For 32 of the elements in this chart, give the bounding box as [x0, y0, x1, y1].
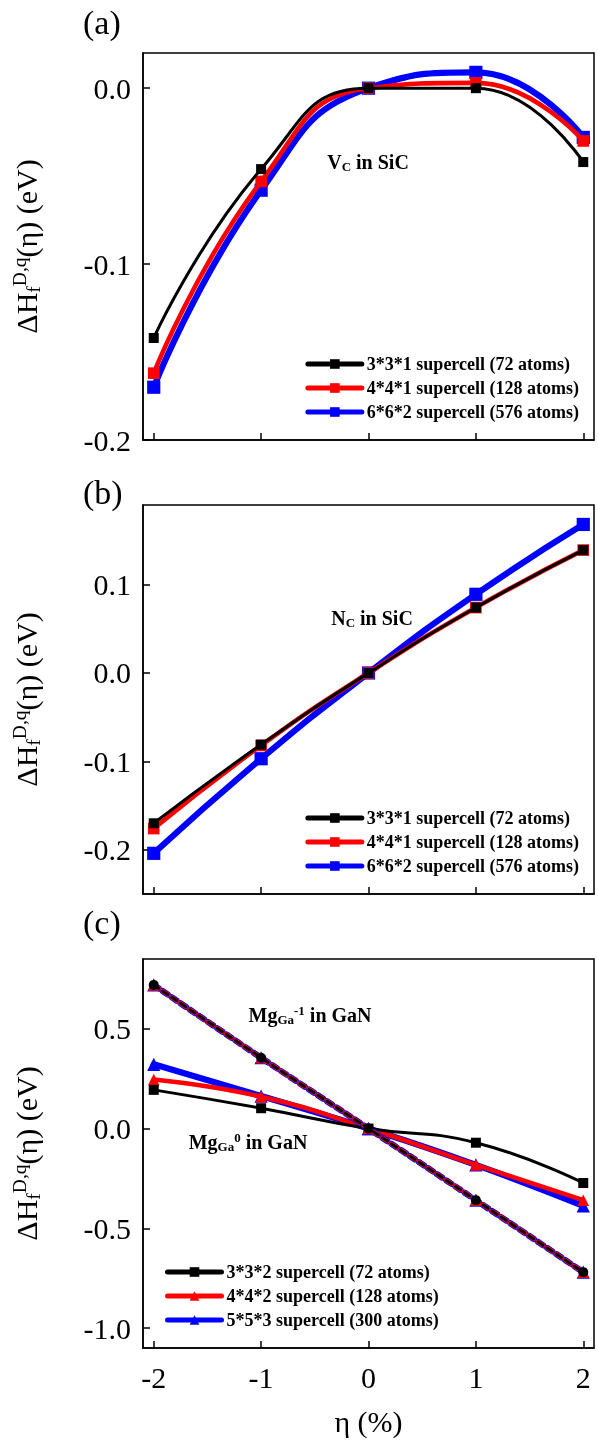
x-tick-label: 0 — [361, 1360, 376, 1394]
y-tick-label: -0.1 — [83, 247, 131, 281]
y-tick-label: -0.2 — [83, 423, 131, 457]
y-tick-label: -1.0 — [83, 1311, 131, 1345]
y-tick-label: 0.5 — [93, 1012, 131, 1046]
legend-label: 6*6*2 supercell (576 atoms) — [366, 402, 580, 423]
legend-label: 3*3*1 supercell (72 atoms) — [366, 808, 571, 829]
y-tick-label: -0.2 — [83, 833, 131, 867]
x-tick-label: 2 — [575, 1360, 591, 1394]
legend-label: 5*5*3 supercell (300 atoms) — [226, 1310, 439, 1331]
y-tick-label: 0.0 — [93, 71, 131, 105]
y-axis-title: ΔHfD,q(η) (eV) — [9, 612, 44, 787]
legend-label: 4*4*1 supercell (128 atoms) — [366, 378, 580, 399]
x-tick-label: -1 — [248, 1360, 274, 1394]
y-axis-title: ΔHfD,q(η) (eV) — [9, 1066, 44, 1241]
x-tick-label: 1 — [468, 1360, 484, 1394]
legend-label: 3*3*2 supercell (72 atoms) — [226, 1262, 430, 1283]
y-axis-title: ΔHfD,q(η) (eV) — [9, 159, 44, 334]
x-tick-label: -2 — [141, 1360, 167, 1394]
legend-label: 4*4*1 supercell (128 atoms) — [366, 832, 580, 853]
legend-label: 6*6*2 supercell (576 atoms) — [366, 856, 580, 877]
legend-label: 3*3*1 supercell (72 atoms) — [366, 354, 571, 375]
y-tick-label: 0.0 — [93, 656, 131, 690]
x-axis-title: η (%) — [334, 1404, 403, 1439]
chart-title: (a) — [83, 3, 121, 42]
y-tick-label: -0.1 — [83, 744, 131, 778]
y-tick-label: 0.0 — [93, 1112, 131, 1146]
chart-title: (c) — [83, 903, 121, 942]
y-tick-label: 0.1 — [93, 568, 131, 602]
legend-label: 4*4*2 supercell (128 atoms) — [226, 1286, 439, 1307]
y-tick-label: -0.5 — [83, 1211, 131, 1245]
chart-title: (b) — [83, 473, 123, 512]
